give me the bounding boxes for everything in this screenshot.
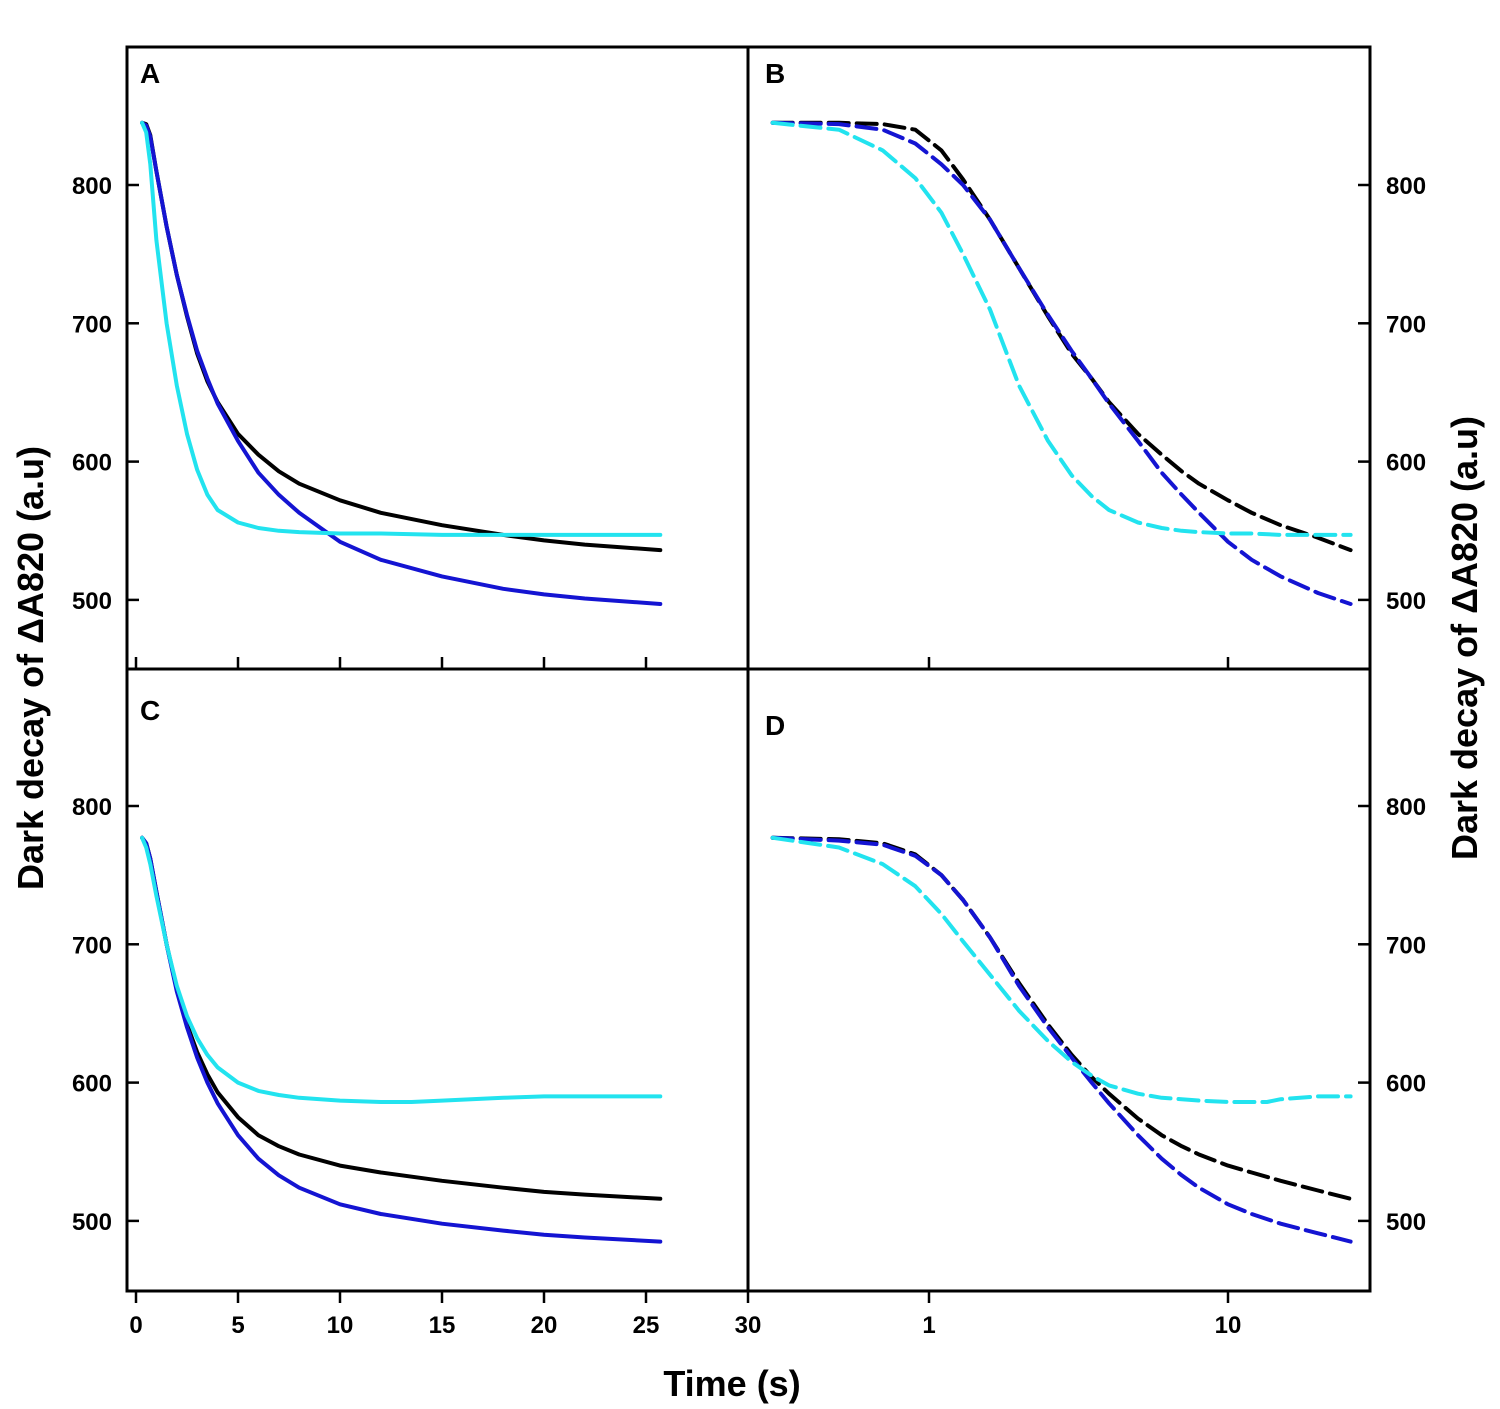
curve-c-black <box>140 835 663 1201</box>
y-tick-label-a-600: 600 <box>72 450 112 477</box>
y-axis-title-right: Dark decay of ΔA820 (a.u) <box>1444 416 1485 860</box>
x-tick-label-c-20: 20 <box>531 1312 558 1339</box>
y-tick-label-c-700: 700 <box>72 932 112 959</box>
curve-a-blue <box>140 120 663 606</box>
y-tick-label-b-700: 700 <box>1386 311 1426 338</box>
panel-label-a: A <box>140 58 160 89</box>
curve-c-blue <box>140 835 663 1244</box>
curve-b-cyan <box>770 120 1353 537</box>
x-tick-label-c-5: 5 <box>231 1312 244 1339</box>
x-axis-title: Time (s) <box>663 1363 800 1404</box>
y-tick-label-d-700: 700 <box>1386 932 1426 959</box>
x-tick-label-c-0: 0 <box>129 1312 142 1339</box>
curve-b-black <box>770 120 1353 553</box>
x-tick-label-d-10: 10 <box>1215 1312 1242 1339</box>
x-tick-label-c-25: 25 <box>633 1312 660 1339</box>
curve-a-cyan <box>140 120 663 537</box>
panel-label-b: B <box>765 58 785 89</box>
x-tick-label-c-15: 15 <box>429 1312 456 1339</box>
panel-label-c: C <box>140 695 160 726</box>
panel-label-d: D <box>765 710 785 741</box>
y-tick-label-a-500: 500 <box>72 588 112 615</box>
plot-curves <box>140 120 1353 1244</box>
axis-ticks: 500 600 700 800 500 600 700 800 500 600 700 800 0 5 10… <box>72 173 1426 1339</box>
y-tick-label-b-600: 600 <box>1386 450 1426 477</box>
y-tick-label-d-800: 800 <box>1386 794 1426 821</box>
y-tick-label-b-500: 500 <box>1386 588 1426 615</box>
curve-d-blue <box>770 835 1353 1244</box>
curve-c-cyan <box>140 835 663 1104</box>
y-tick-label-d-600: 600 <box>1386 1071 1426 1098</box>
y-tick-label-a-700: 700 <box>72 311 112 338</box>
y-tick-label-c-800: 800 <box>72 794 112 821</box>
x-tick-label-c-30: 30 <box>735 1312 762 1339</box>
y-tick-label-a-800: 800 <box>72 173 112 200</box>
y-tick-label-c-500: 500 <box>72 1209 112 1236</box>
y-tick-label-d-500: 500 <box>1386 1209 1426 1236</box>
y-tick-label-b-800: 800 <box>1386 173 1426 200</box>
x-tick-label-d-1: 1 <box>922 1312 935 1339</box>
x-tick-label-c-10: 10 <box>327 1312 354 1339</box>
curve-d-black <box>770 835 1353 1201</box>
curve-d-cyan <box>770 835 1353 1104</box>
curve-a-black <box>140 120 663 553</box>
y-tick-label-c-600: 600 <box>72 1071 112 1098</box>
y-axis-title-left: Dark decay of ΔA820 (a.u) <box>10 446 51 890</box>
curve-b-blue <box>770 120 1353 606</box>
